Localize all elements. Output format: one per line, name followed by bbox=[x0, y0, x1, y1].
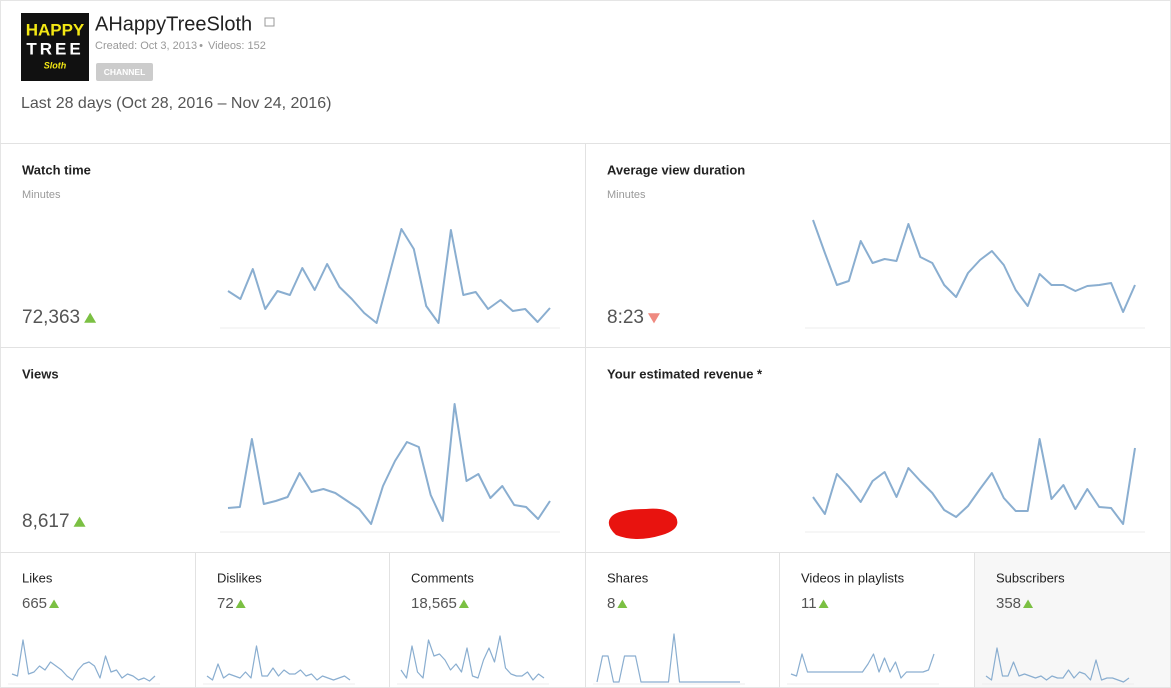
sparkline bbox=[596, 633, 740, 683]
channel-name[interactable]: AHappyTreeSloth bbox=[95, 13, 252, 35]
redacted-value bbox=[608, 508, 678, 539]
trend-arrow bbox=[1023, 599, 1034, 608]
metric-cell[interactable]: Your estimated revenue * bbox=[607, 366, 1145, 533]
sparkline bbox=[400, 635, 545, 681]
metric-title: Comments bbox=[411, 570, 474, 585]
metric-cell[interactable]: Videos in playlists 11 bbox=[787, 570, 939, 685]
metric-unit: Minutes bbox=[607, 189, 646, 201]
logo-text: Sloth bbox=[44, 60, 67, 70]
sparkline bbox=[227, 228, 551, 324]
logo-text: TREE bbox=[26, 39, 83, 58]
metric-value: 11 bbox=[801, 595, 817, 612]
metric-cell[interactable]: Watch time Minutes 72,363 bbox=[22, 162, 560, 329]
metric-cell[interactable]: Comments 18,565 bbox=[397, 570, 549, 685]
metric-unit: Minutes bbox=[22, 189, 61, 201]
metric-title: Subscribers bbox=[996, 570, 1065, 585]
trend-arrow bbox=[818, 599, 829, 608]
logo-text: HAPPY bbox=[26, 20, 85, 39]
sparkline bbox=[985, 647, 1130, 683]
separator: • bbox=[199, 40, 203, 52]
metric-title: Your estimated revenue * bbox=[607, 366, 763, 381]
metric-cell[interactable]: Likes 665 bbox=[8, 570, 160, 685]
metric-title: Average view duration bbox=[607, 162, 745, 177]
metric-cell[interactable]: Shares 8 bbox=[593, 570, 745, 685]
external-link-icon[interactable] bbox=[264, 17, 275, 27]
trend-arrow bbox=[617, 599, 628, 608]
metric-title: Videos in playlists bbox=[801, 570, 905, 585]
date-range[interactable]: Last 28 days (Oct 28, 2016 – Nov 24, 201… bbox=[21, 95, 331, 112]
sparkline bbox=[790, 653, 935, 679]
metric-title: Watch time bbox=[22, 162, 91, 177]
metric-value: 72 bbox=[217, 595, 234, 612]
metric-cell[interactable]: Views 8,617 bbox=[22, 366, 560, 533]
cell-dividers bbox=[0, 143, 1171, 688]
metric-title: Likes bbox=[22, 570, 53, 585]
channel-logo bbox=[21, 13, 89, 81]
metric-cell[interactable]: Dislikes 72 bbox=[203, 570, 355, 685]
metric-cell[interactable]: Average view duration Minutes 8:23 bbox=[607, 162, 1145, 329]
metric-value: 665 bbox=[22, 595, 47, 612]
badge-label: CHANNEL bbox=[104, 67, 146, 77]
metric-title: Shares bbox=[607, 570, 649, 585]
sparkline bbox=[812, 219, 1136, 313]
metric-value: 8:23 bbox=[607, 307, 644, 328]
trend-arrow bbox=[73, 516, 86, 527]
badge bbox=[96, 63, 153, 81]
metric-value: 8,617 bbox=[22, 511, 70, 532]
trend-arrow bbox=[647, 313, 660, 324]
metric-value: 8 bbox=[607, 595, 615, 612]
trend-arrow bbox=[49, 599, 60, 608]
metric-cell[interactable]: Subscribers 358 bbox=[982, 570, 1134, 685]
trend-arrow bbox=[84, 312, 97, 323]
metric-title: Views bbox=[22, 366, 59, 381]
metric-title: Dislikes bbox=[217, 570, 262, 585]
sparkline bbox=[11, 639, 156, 682]
metric-value: 18,565 bbox=[411, 595, 457, 612]
trend-arrow bbox=[235, 599, 246, 608]
sparkline bbox=[206, 645, 351, 681]
sparkline bbox=[812, 438, 1136, 525]
metric-value: 72,363 bbox=[22, 307, 80, 328]
sparkline bbox=[227, 403, 551, 525]
created-date: Created: Oct 3, 2013 bbox=[95, 40, 197, 52]
selected-cell bbox=[975, 552, 1171, 688]
video-count: Videos: 152 bbox=[208, 40, 266, 52]
trend-arrow bbox=[458, 599, 469, 608]
metric-value: 358 bbox=[996, 595, 1021, 612]
